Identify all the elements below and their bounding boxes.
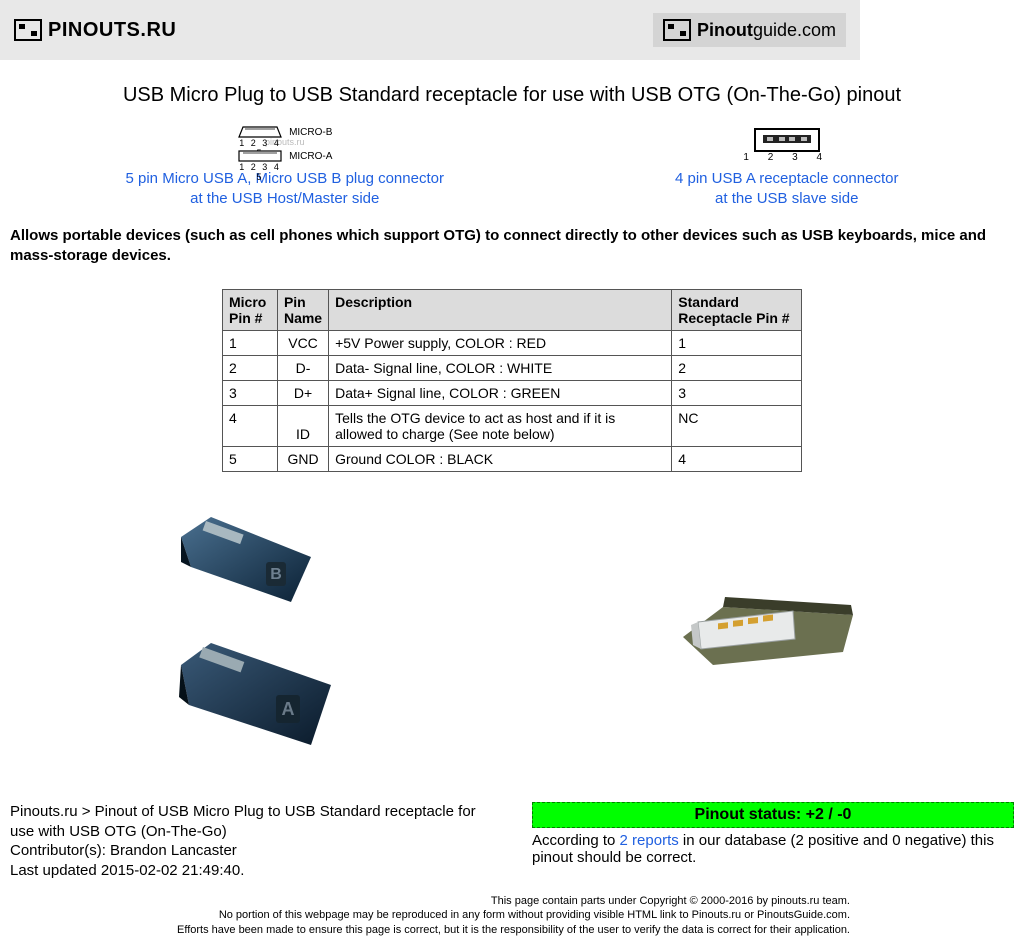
copyright-line: No portion of this webpage may be reprod… — [10, 908, 850, 922]
micro-usb-diagram: 1 2 3 4 5 MICRO-B pinouts.ru 1 2 3 4 5 M… — [126, 125, 444, 163]
micro-usb-photo: B A — [161, 507, 381, 757]
footer-info-row: Pinouts.ru > Pinout of USB Micro Plug to… — [10, 802, 1014, 880]
usb-a-receptacle-diagram: 1 2 3 4 — [675, 127, 898, 163]
table-row: 5GND Ground COLOR : BLACK4 — [223, 447, 802, 472]
cell-name: D+ — [277, 381, 328, 406]
site-header: PINOUTS.RU Pinoutguide.com — [0, 0, 860, 60]
cell-desc: Data+ Signal line, COLOR : GREEN — [329, 381, 672, 406]
last-updated: Last updated 2015-02-02 21:49:40. — [10, 861, 492, 881]
cell-std: NC — [672, 406, 802, 447]
contributor: Contributor(s): Brandon Lancaster — [10, 841, 492, 861]
connector-right: 1 2 3 4 4 pin USB A receptacle connector… — [675, 127, 898, 208]
cell-name: D- — [277, 356, 328, 381]
svg-text:A: A — [282, 699, 295, 719]
pinout-status-desc: According to 2 reports in our database (… — [532, 832, 1014, 866]
cell-name: ID — [277, 406, 328, 447]
svg-text:B: B — [270, 566, 282, 583]
connector-diagrams-row: 1 2 3 4 5 MICRO-B pinouts.ru 1 2 3 4 5 M… — [10, 125, 1014, 208]
cell-desc: +5V Power supply, COLOR : RED — [329, 331, 672, 356]
logo-right[interactable]: Pinoutguide.com — [653, 13, 846, 47]
cell-pin: 3 — [223, 381, 278, 406]
cell-pin: 4 — [223, 406, 278, 447]
usb-a-receptacle-photo — [683, 587, 863, 677]
cell-std: 1 — [672, 331, 802, 356]
watermark: pinouts.ru — [126, 137, 444, 147]
footer-status: Pinout status: +2 / -0 According to 2 re… — [532, 802, 1014, 866]
cell-desc: Tells the OTG device to act as host and … — [329, 406, 672, 447]
cell-name: GND — [277, 447, 328, 472]
main-content: USB Micro Plug to USB Standard receptacl… — [0, 60, 1024, 880]
logo-left-text: PINOUTS.RU — [48, 19, 176, 42]
logo-left[interactable]: PINOUTS.RU — [14, 19, 176, 42]
pinout-table: Micro Pin # Pin Name Description Standar… — [222, 289, 802, 472]
connector-photos-row: B A — [10, 502, 1014, 762]
copyright-line: Efforts have been made to ensure this pa… — [10, 923, 850, 937]
reports-link[interactable]: 2 reports — [620, 832, 679, 849]
connector-left-link[interactable]: 5 pin Micro USB A, Micro USB B plug conn… — [126, 169, 444, 208]
connector-right-link[interactable]: 4 pin USB A receptacle connector at the … — [675, 169, 898, 208]
col-description: Description — [329, 290, 672, 331]
copyright-block: This page contain parts under Copyright … — [0, 890, 860, 947]
footer-meta: Pinouts.ru > Pinout of USB Micro Plug to… — [10, 802, 492, 880]
cell-desc: Data- Signal line, COLOR : WHITE — [329, 356, 672, 381]
pinout-logo-icon — [14, 19, 42, 41]
col-micro-pin: Micro Pin # — [223, 290, 278, 331]
col-pin-name: Pin Name — [277, 290, 328, 331]
connector-left: 1 2 3 4 5 MICRO-B pinouts.ru 1 2 3 4 5 M… — [126, 125, 444, 208]
cell-pin: 2 — [223, 356, 278, 381]
cell-desc: Ground COLOR : BLACK — [329, 447, 672, 472]
table-row: 2D-Data- Signal line, COLOR : WHITE2 — [223, 356, 802, 381]
micro-a-label: MICRO-A — [289, 151, 332, 162]
copyright-line: This page contain parts under Copyright … — [10, 894, 850, 908]
cell-pin: 1 — [223, 331, 278, 356]
page-title: USB Micro Plug to USB Standard receptacl… — [10, 84, 1014, 107]
breadcrumb: Pinouts.ru > Pinout of USB Micro Plug to… — [10, 802, 492, 841]
cell-name: VCC — [277, 331, 328, 356]
table-row: 1VCC+5V Power supply, COLOR : RED1 — [223, 331, 802, 356]
cell-std: 3 — [672, 381, 802, 406]
table-header-row: Micro Pin # Pin Name Description Standar… — [223, 290, 802, 331]
table-row: 4IDTells the OTG device to act as host a… — [223, 406, 802, 447]
intro-text: Allows portable devices (such as cell ph… — [10, 226, 1014, 265]
pinout-logo-icon — [663, 19, 691, 41]
cell-std: 4 — [672, 447, 802, 472]
pinout-status-badge: Pinout status: +2 / -0 — [532, 802, 1014, 828]
micro-b-label: MICRO-B — [289, 127, 332, 138]
logo-right-text: Pinoutguide.com — [697, 20, 836, 41]
table-row: 3D+Data+ Signal line, COLOR : GREEN3 — [223, 381, 802, 406]
col-std-pin: Standard Receptacle Pin # — [672, 290, 802, 331]
cell-std: 2 — [672, 356, 802, 381]
cell-pin: 5 — [223, 447, 278, 472]
